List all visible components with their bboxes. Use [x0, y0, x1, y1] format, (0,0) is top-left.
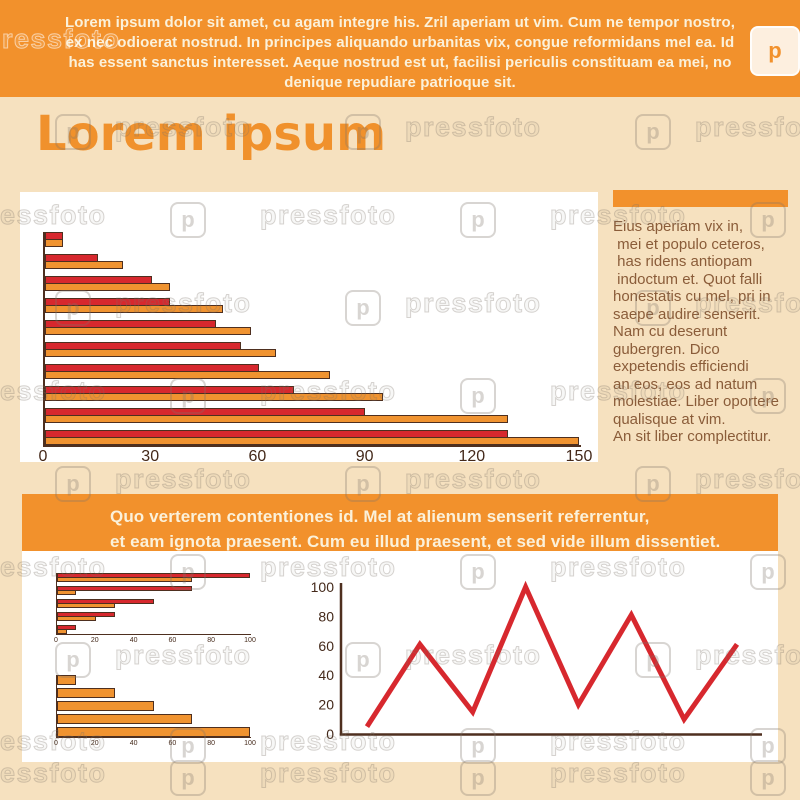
header-paragraph: Lorem ipsum dolor sit amet, cu agam inte…	[64, 14, 736, 91]
bar-segment-orange	[57, 688, 115, 698]
sidebar: Eius aperiam vix in, mei et populo ceter…	[613, 190, 795, 446]
bar-segment-orange	[57, 577, 193, 582]
watermark-logo-icon: p	[635, 114, 671, 150]
axis-tick-label: 0	[54, 740, 58, 747]
bar-pair	[57, 625, 251, 634]
bar-segment-orange	[45, 415, 508, 423]
axis-tick-label: 30	[141, 448, 160, 465]
bar-segment-orange	[57, 675, 77, 685]
line-chart-y-tick-label: 60	[318, 638, 334, 654]
bar-segment-orange	[45, 371, 330, 379]
small-bar-chart-top	[56, 573, 251, 635]
sidebar-accent-bar	[613, 190, 788, 207]
line-chart-y-tick-label: 20	[318, 697, 334, 713]
sidebar-paragraph: Eius aperiam vix in, mei et populo ceter…	[613, 218, 779, 445]
axis-tick-label: 80	[207, 740, 216, 747]
line-chart-y-tick-label: 100	[311, 579, 335, 595]
axis-tick-label: 120	[458, 448, 486, 465]
bar-pair	[57, 599, 251, 608]
watermark-text: pressfoto	[695, 112, 800, 143]
bar-pair	[45, 276, 581, 291]
axis-tick-label: 60	[248, 448, 267, 465]
bar-segment-orange	[45, 327, 252, 335]
watermark-logo-icon: p	[750, 760, 786, 796]
bar-pair	[45, 320, 581, 335]
small-bar-chart-top-x-axis: 0 20 40 60 80 100	[54, 637, 256, 647]
header-band: Lorem ipsum dolor sit amet, cu agam inte…	[0, 0, 800, 97]
bar-segment-orange	[57, 701, 154, 711]
quote-band: Quo verterem contentiones id. Mel at ali…	[22, 494, 778, 551]
small-bar-chart-bottom	[56, 675, 251, 738]
axis-tick-label: 60	[168, 637, 177, 644]
axis-tick-label: 40	[129, 637, 138, 644]
bar-pair	[45, 430, 581, 445]
line-chart-y-tick-label: 40	[318, 667, 334, 683]
line-chart-y-tick-label: 80	[318, 608, 334, 624]
watermark-text: pressfoto	[405, 464, 542, 495]
bar-segment-orange	[57, 590, 77, 595]
bar-segment-orange	[57, 629, 67, 634]
axis-tick-label: 100	[244, 740, 256, 747]
bar-pair	[45, 364, 581, 379]
axis-tick-label: 0	[38, 448, 48, 465]
line-chart-y-tick-label: 0	[326, 726, 334, 742]
bar-segment-orange	[45, 305, 223, 313]
page-title: Lorem ipsum	[36, 106, 387, 162]
watermark-text: pressfoto	[695, 464, 800, 495]
bar-pair	[57, 586, 251, 595]
watermark-text: pressfoto	[405, 112, 542, 143]
bar-segment-orange	[57, 603, 115, 608]
bar-segment-orange	[45, 239, 63, 247]
bar-segment-orange	[45, 283, 170, 291]
bar-pair	[45, 408, 581, 423]
bar-pair	[57, 573, 251, 582]
bar-pair	[45, 298, 581, 313]
bar-segment-orange	[57, 714, 193, 724]
watermark-logo-icon: p	[170, 760, 206, 796]
bottom-charts-panel: 0 20 40 60 80 100 0 20 40 60 80 100 0 20 40 60 80 100	[22, 551, 778, 762]
main-chart-x-axis: 0 30 60 90 120 150	[39, 448, 593, 468]
axis-tick-label: 150	[565, 448, 593, 465]
bar-pair	[45, 254, 581, 269]
bar-pair	[45, 342, 581, 357]
small-bar-chart-bottom-x-axis: 0 20 40 60 80 100	[54, 740, 256, 750]
bar-pair	[57, 612, 251, 621]
watermark-text: pressfoto	[115, 464, 252, 495]
axis-tick-label: 60	[168, 740, 177, 747]
bar-segment-orange	[57, 616, 96, 621]
axis-tick-label: 20	[90, 740, 99, 747]
line-chart-series	[364, 580, 740, 728]
quote-band-text: Quo verterem contentiones id. Mel at ali…	[110, 507, 721, 551]
bar-segment-orange	[45, 393, 384, 401]
main-chart-panel: 0 30 60 90 120 150	[20, 192, 598, 465]
line-chart: 0 20 40 60 80 100	[311, 579, 762, 742]
bar-segment-orange	[45, 261, 124, 269]
axis-tick-label: 100	[244, 637, 256, 644]
bar-segment-orange	[57, 727, 250, 737]
bar-segment-orange	[45, 349, 277, 357]
bar-pair	[45, 386, 581, 401]
axis-tick-label: 80	[207, 637, 216, 644]
watermark-logo-icon: p	[460, 760, 496, 796]
bar-segment-red	[57, 625, 77, 630]
axis-tick-label: 90	[355, 448, 374, 465]
bar-segment-red	[57, 586, 193, 591]
axis-tick-label: 20	[90, 637, 99, 644]
axis-tick-label: 0	[54, 637, 58, 644]
bar-segment-orange	[45, 437, 579, 445]
main-bar-chart	[43, 232, 581, 447]
watermark-text: pressfoto	[0, 758, 107, 789]
bar-pair	[45, 232, 581, 247]
axis-tick-label: 40	[129, 740, 138, 747]
